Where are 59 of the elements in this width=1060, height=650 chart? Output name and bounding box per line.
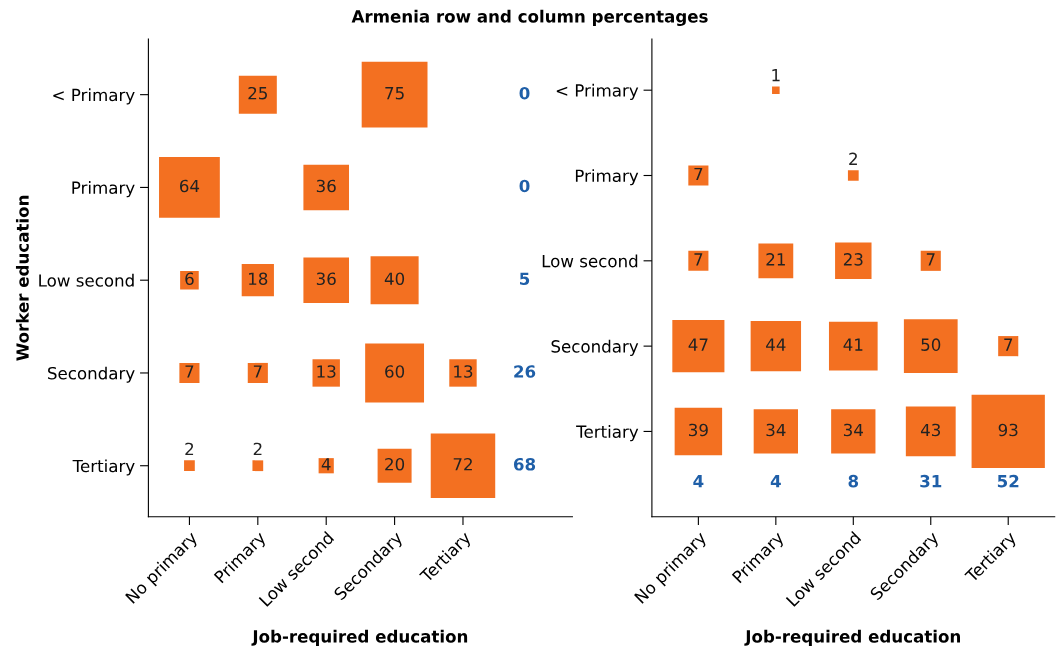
data-label: 25 xyxy=(248,86,267,100)
data-label: 64 xyxy=(179,179,200,193)
y-tick-label: Primary xyxy=(575,169,639,186)
data-label: 20 xyxy=(385,457,405,471)
data-label: 41 xyxy=(843,338,863,351)
y-tick-label: < Primary xyxy=(53,88,135,105)
annotation: 4 xyxy=(693,475,704,488)
data-label: 21 xyxy=(766,253,785,266)
y-tick-label: Secondary xyxy=(551,339,639,356)
data-label: 50 xyxy=(921,338,941,351)
data-label: 1 xyxy=(772,69,780,82)
text: 26 xyxy=(514,365,536,378)
y-tick-label: Tertiary xyxy=(72,459,135,476)
x-axis-title: Job-required education xyxy=(744,629,960,646)
data-label: 13 xyxy=(317,365,336,378)
data-label: 34 xyxy=(766,423,786,437)
data-label: 44 xyxy=(766,338,786,351)
data-label: 7 xyxy=(1004,338,1013,351)
text: 0 xyxy=(519,86,530,100)
data-label: 36 xyxy=(316,179,336,193)
y-tick-label: Secondary xyxy=(48,366,135,383)
y-tick-label: < Primary xyxy=(556,83,639,100)
annotation: 31 xyxy=(920,474,942,488)
data-label: 13 xyxy=(454,365,473,378)
data-label: 7 xyxy=(185,365,194,378)
text: 68 xyxy=(513,457,536,471)
data-label: 75 xyxy=(385,87,404,100)
data-label: 2 xyxy=(185,442,194,456)
y-axis-title: Worker education xyxy=(15,195,29,361)
data-label: 2 xyxy=(849,152,857,165)
data-label: 60 xyxy=(385,365,405,378)
data-label: 4 xyxy=(321,458,331,471)
data-label: 7 xyxy=(926,253,935,266)
data-label: 43 xyxy=(920,423,941,437)
x-axis-title: Job-required education xyxy=(251,629,468,646)
data-label: 7 xyxy=(253,365,262,378)
data-label: 18 xyxy=(249,272,268,286)
y-tick-label: Low second xyxy=(39,273,134,287)
text: 0 xyxy=(519,179,530,193)
data-label: 36 xyxy=(316,272,336,286)
data-label: 47 xyxy=(688,338,708,351)
y-tick-label: Tertiary xyxy=(576,425,639,442)
annotation: 8 xyxy=(848,474,859,488)
data-label: 40 xyxy=(384,272,405,286)
data-label: 7 xyxy=(694,253,703,266)
data-label: 93 xyxy=(998,423,1018,437)
data-label: 39 xyxy=(689,423,708,437)
data-label: 6 xyxy=(185,272,194,286)
text: 5 xyxy=(520,272,530,286)
data-label: 34 xyxy=(843,423,863,437)
text: Armenia row and column percentages xyxy=(351,9,708,27)
data-label: 23 xyxy=(843,253,863,266)
data-label: 2 xyxy=(253,442,262,456)
y-tick-label: Primary xyxy=(72,181,135,198)
annotation: 4 xyxy=(770,475,781,488)
y-tick-label: Low second xyxy=(542,254,638,268)
data-label: 7 xyxy=(694,167,703,181)
annotation: 52 xyxy=(997,474,1019,488)
data-label: 72 xyxy=(453,457,472,471)
